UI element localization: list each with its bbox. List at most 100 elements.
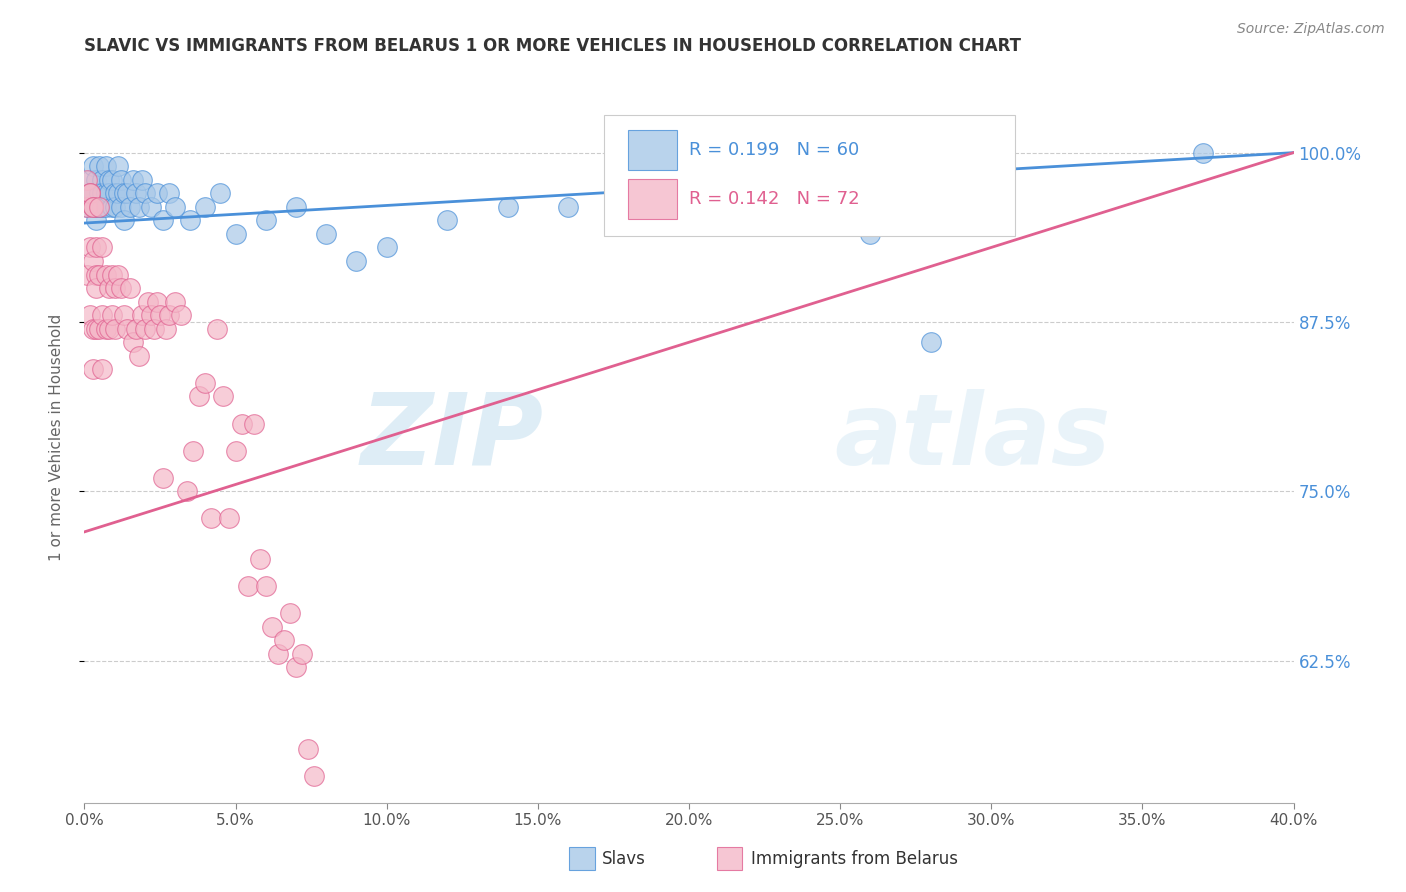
Point [176,484,198,499]
Point [118,200,141,214]
Bar [628,179,676,219]
Point [104,281,127,295]
Point [94,159,117,173]
Point [920,335,942,350]
Point [125,322,148,336]
Point [157,308,180,322]
Text: ZIP: ZIP [361,389,544,485]
Point [134,186,156,201]
Text: Immigrants from Belarus: Immigrants from Belarus [751,850,957,868]
Point [254,213,277,227]
Point [100,200,122,214]
Point [76,172,98,186]
Point [207,322,229,336]
Point [79,240,101,254]
Point [128,349,150,363]
Point [76,200,98,214]
Point [242,417,264,431]
Point [110,200,132,214]
Point [218,511,240,525]
Point [155,322,177,336]
Point [115,322,138,336]
Text: R = 0.142   N = 72: R = 0.142 N = 72 [689,190,859,208]
Point [110,281,132,295]
Point [91,308,114,322]
Point [157,186,180,201]
Bar [628,130,676,170]
Point [249,552,271,566]
Point [859,227,882,241]
Point [100,172,122,186]
Point [799,213,821,227]
Point [273,633,295,648]
Point [165,200,187,214]
Point [267,647,290,661]
Point [709,213,731,227]
Text: SLAVIC VS IMMIGRANTS FROM BELARUS 1 OR MORE VEHICLES IN HOUSEHOLD CORRELATION CH: SLAVIC VS IMMIGRANTS FROM BELARUS 1 OR M… [84,37,1021,54]
Point [82,186,104,201]
Point [146,294,169,309]
Point [297,741,319,756]
Point [121,335,143,350]
Point [225,227,247,241]
Point [112,186,135,201]
Point [121,172,143,186]
Point [94,186,117,201]
Point [86,281,108,295]
Point [134,322,156,336]
Point [128,200,150,214]
Point [346,254,368,268]
Point [82,159,104,173]
Point [291,647,314,661]
Point [91,200,114,214]
Point [152,471,174,485]
Point [82,200,104,214]
Point [89,322,111,336]
Point [165,294,187,309]
Point [82,200,104,214]
FancyBboxPatch shape [605,115,1015,235]
Point [179,213,201,227]
Point [648,213,671,227]
Point [125,186,148,201]
Point [436,213,458,227]
Point [315,227,337,241]
Point [79,172,101,186]
Point [302,769,325,783]
Point [225,443,247,458]
Point [107,268,129,282]
Point [91,186,114,201]
Point [76,268,98,282]
Point [86,240,108,254]
Point [236,579,259,593]
Point [1192,145,1215,160]
Point [231,417,253,431]
Point [557,200,579,214]
Point [285,200,308,214]
Point [97,281,120,295]
Point [107,186,129,201]
Point [115,186,138,201]
Point [131,308,153,322]
Point [188,389,211,403]
Point [100,268,122,282]
Point [94,200,117,214]
Point [136,294,159,309]
Point [209,186,232,201]
Point [97,322,120,336]
Point [112,308,135,322]
Point [86,213,108,227]
Point [107,159,129,173]
Point [254,579,277,593]
Point [86,268,108,282]
Point [139,200,162,214]
Point [82,254,104,268]
Point [139,308,162,322]
Point [97,186,120,201]
Point [104,322,127,336]
Point [82,362,104,376]
Point [131,172,153,186]
Point [79,186,101,201]
Point [181,443,204,458]
Point [194,376,217,390]
